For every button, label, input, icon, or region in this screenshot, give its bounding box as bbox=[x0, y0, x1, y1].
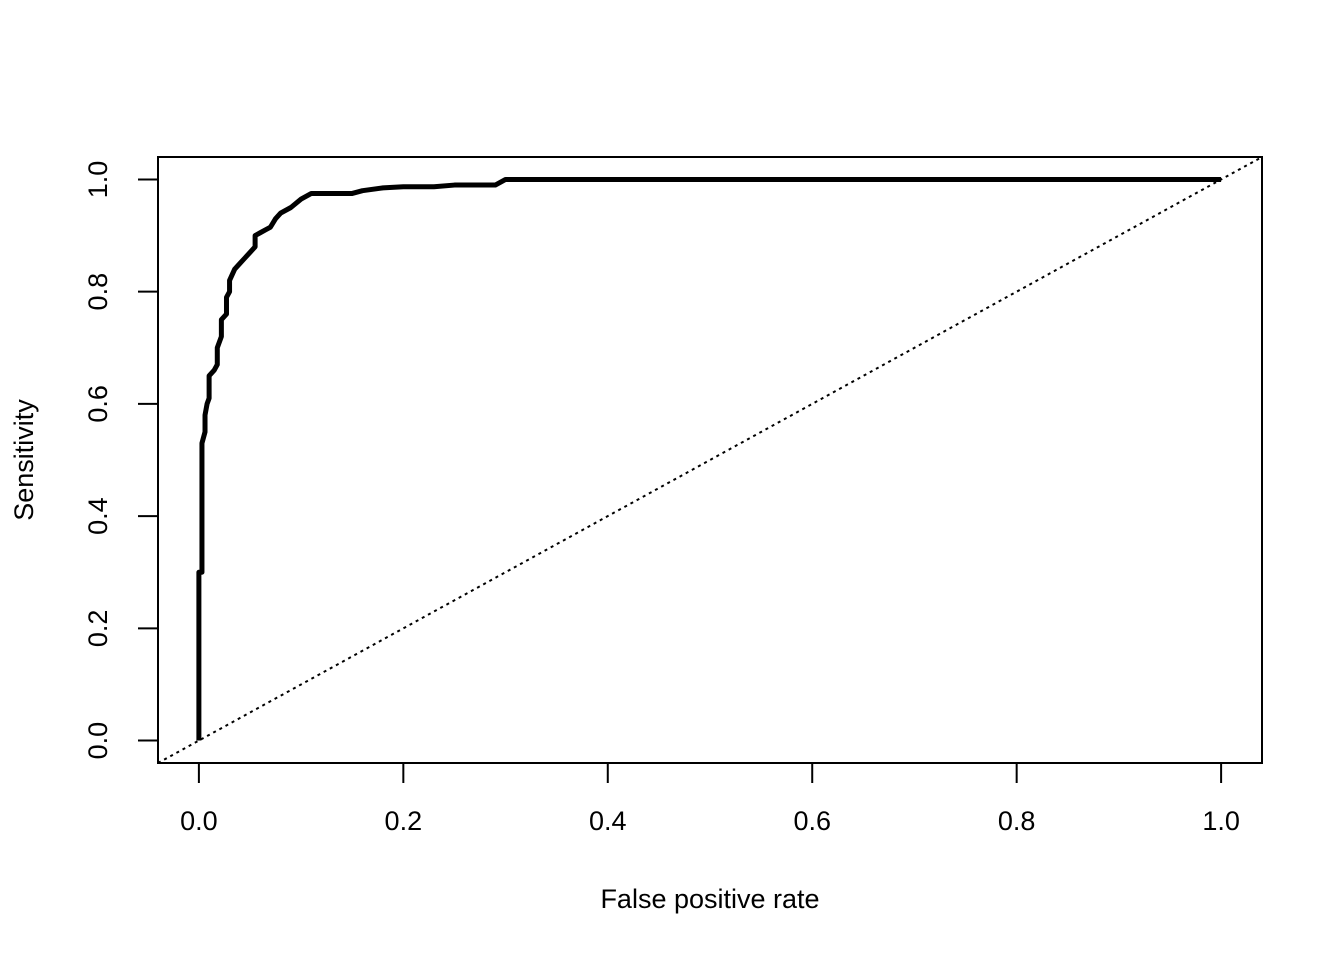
x-tick-label: 1.0 bbox=[1202, 806, 1240, 836]
y-tick-label: 0.8 bbox=[83, 273, 113, 311]
x-tick-label: 0.0 bbox=[180, 806, 218, 836]
x-tick-label: 0.2 bbox=[385, 806, 423, 836]
y-axis-label: Sensitivity bbox=[9, 399, 39, 521]
y-tick-label: 0.0 bbox=[83, 722, 113, 760]
reference-diagonal bbox=[157, 156, 1263, 764]
x-tick-label: 0.4 bbox=[589, 806, 627, 836]
x-tick-label: 0.6 bbox=[793, 806, 831, 836]
y-tick-label: 1.0 bbox=[83, 161, 113, 199]
roc-curve bbox=[196, 176, 1222, 741]
x-tick-label: 0.8 bbox=[998, 806, 1036, 836]
y-tick-label: 0.6 bbox=[83, 385, 113, 423]
x-axis-label: False positive rate bbox=[600, 884, 819, 914]
plot-frame bbox=[157, 156, 1263, 764]
y-tick-label: 0.4 bbox=[83, 497, 113, 535]
y-tick-label: 0.2 bbox=[83, 610, 113, 648]
